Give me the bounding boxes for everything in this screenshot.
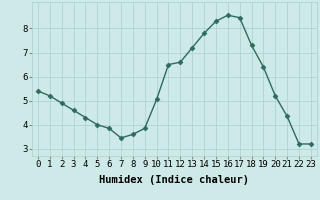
X-axis label: Humidex (Indice chaleur): Humidex (Indice chaleur) <box>100 175 249 185</box>
